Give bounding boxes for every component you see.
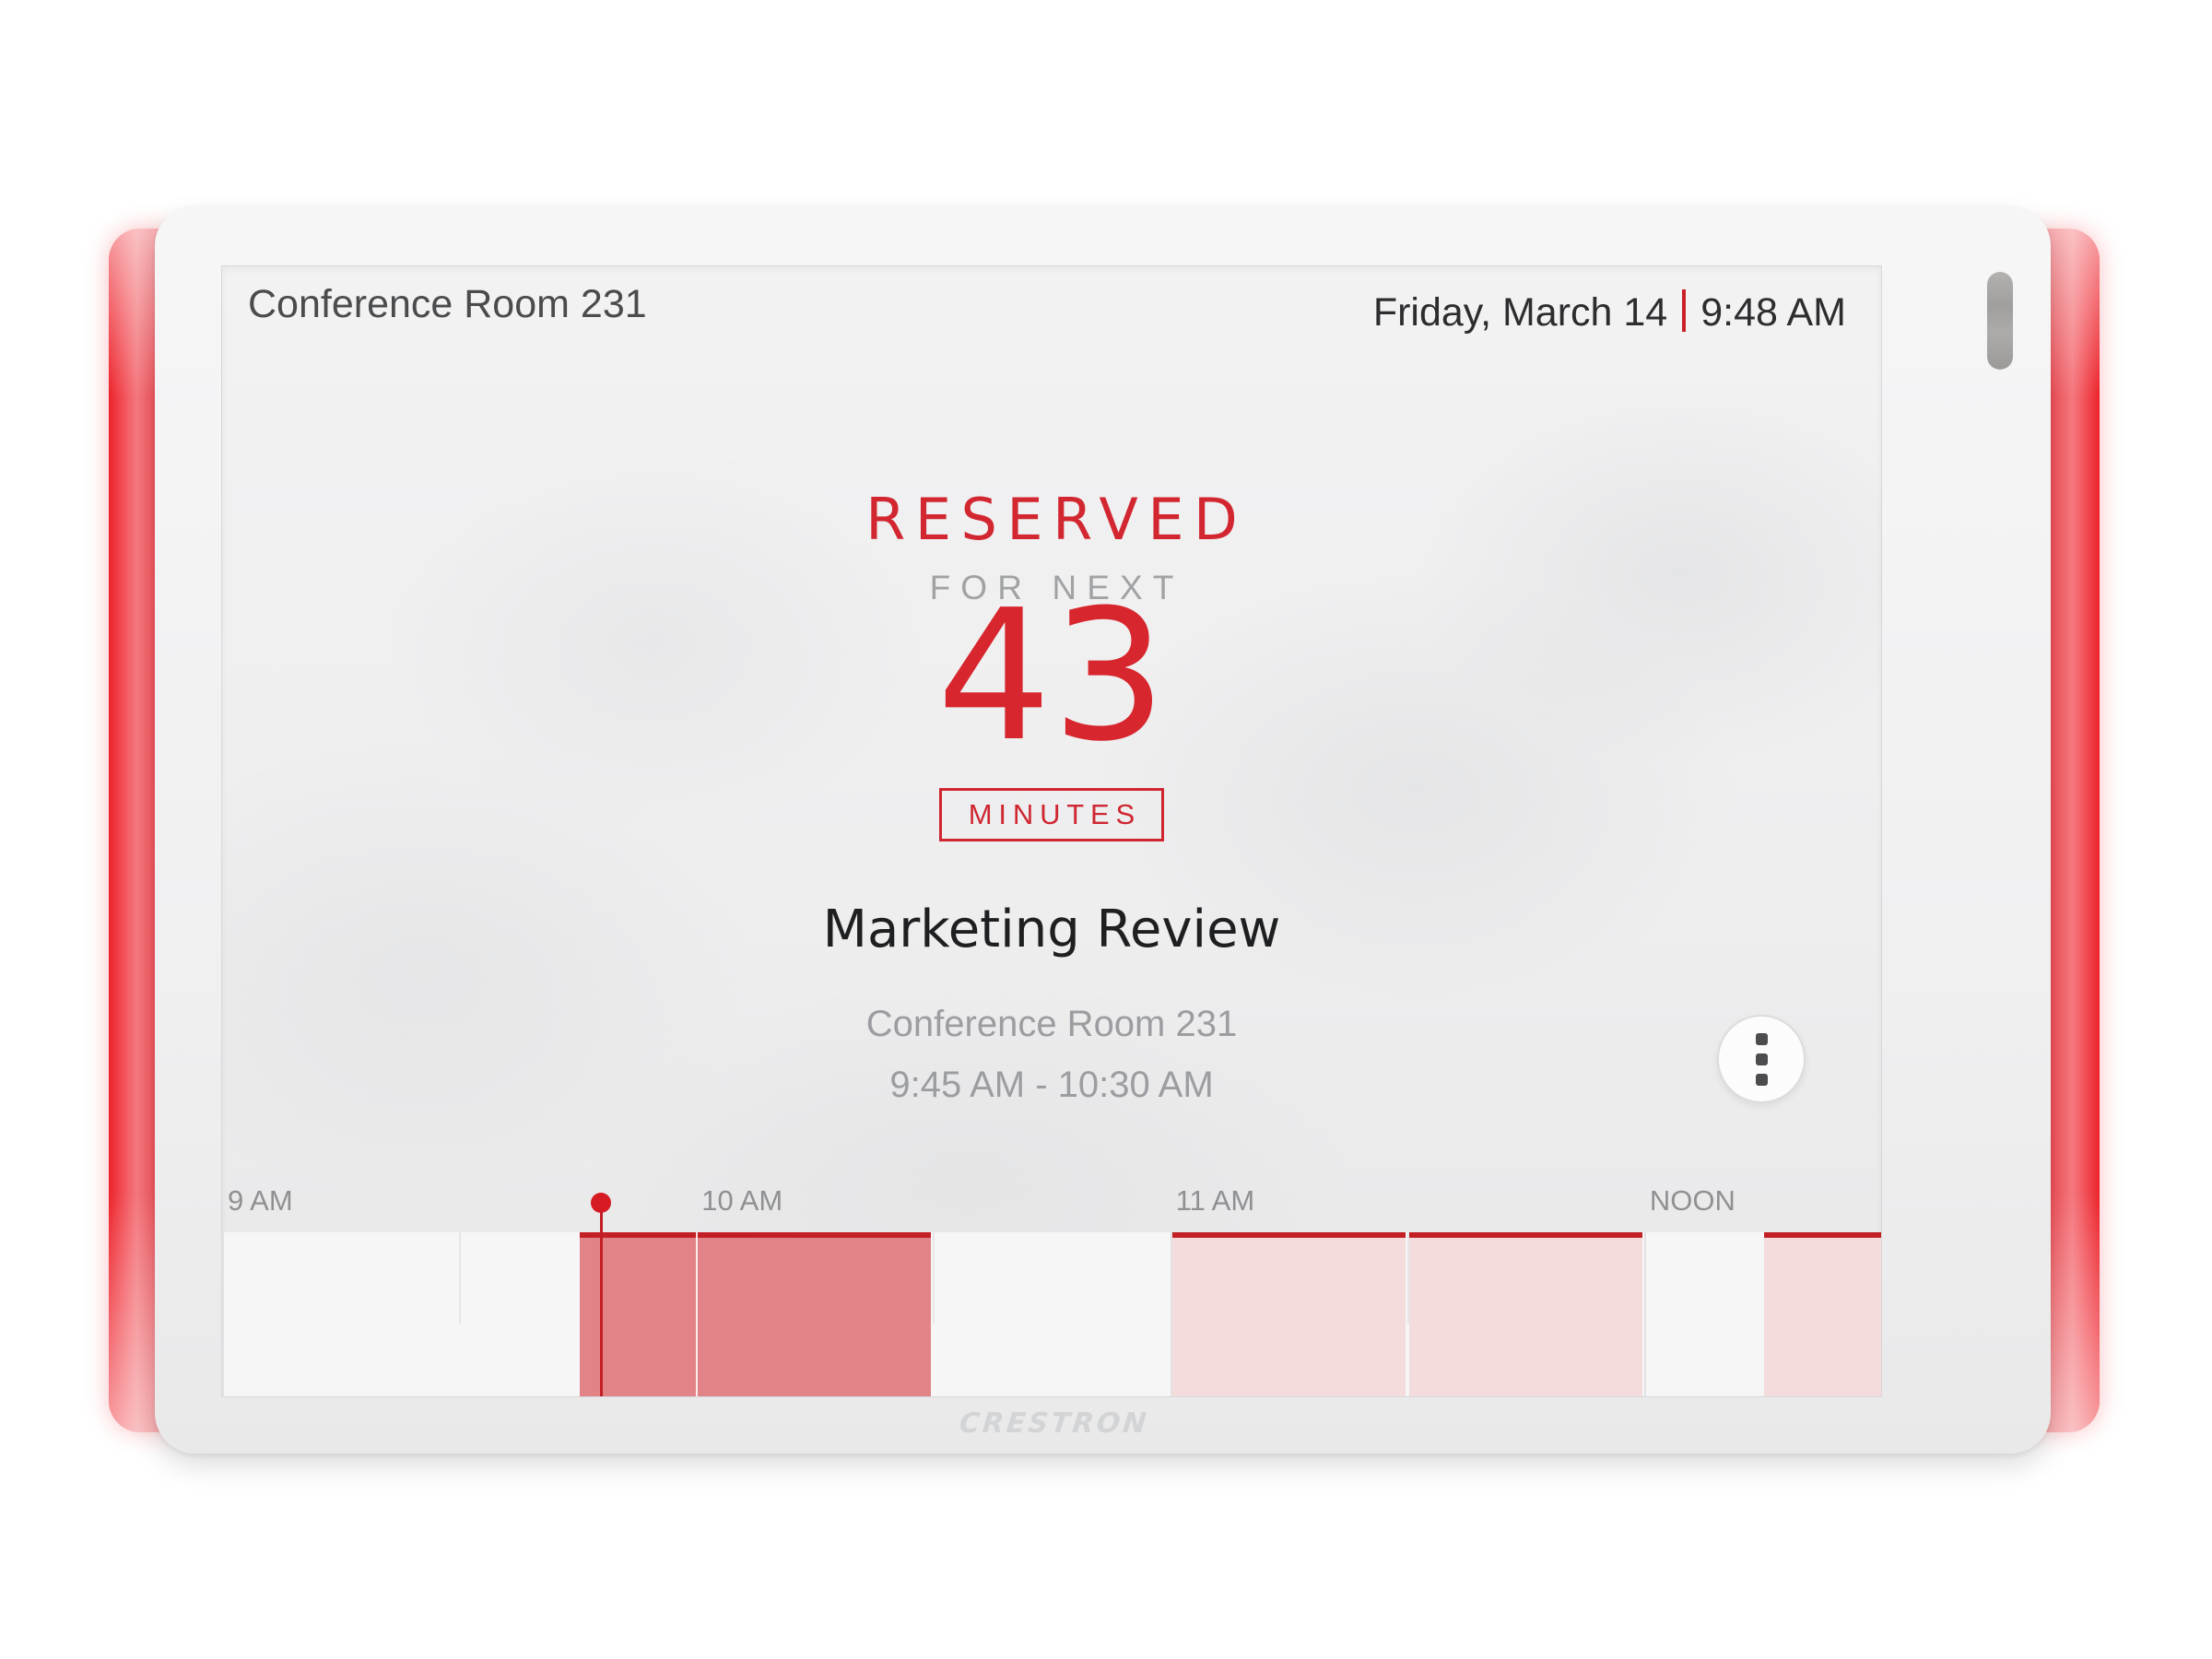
current-time-indicator	[591, 1193, 612, 1396]
meeting-title: Marketing Review	[822, 900, 1281, 959]
meeting-time-range: 9:45 AM - 10:30 AM	[889, 1065, 1214, 1105]
datetime-separator	[1682, 289, 1687, 332]
more-options-button[interactable]	[1717, 1015, 1806, 1103]
hour-gridline	[1170, 1232, 1172, 1396]
light-sensor	[1987, 272, 2013, 370]
timeline-hour-label: 9 AM	[228, 1184, 293, 1217]
timeline-event-block[interactable]	[579, 1232, 932, 1396]
current-time-line	[599, 1211, 603, 1396]
half-hour-gridline	[933, 1232, 935, 1324]
minutes-badge: MINUTES	[938, 788, 1165, 841]
kebab-menu-icon	[1755, 1053, 1768, 1065]
kebab-menu-icon	[1755, 1073, 1768, 1086]
date-label: Friday, March 14	[1372, 290, 1668, 335]
timeline-hour-labels: 9 AM 10 AM 11 AM NOON	[222, 1179, 1881, 1223]
timeline-hour-label: NOON	[1649, 1184, 1735, 1217]
room-name: Conference Room 231	[248, 282, 647, 326]
kebab-menu-icon	[1755, 1032, 1768, 1045]
half-hour-gridline	[459, 1232, 462, 1324]
countdown-unit-row: MINUTES	[222, 788, 1881, 841]
timeline-event-block[interactable]	[1408, 1232, 1642, 1396]
meeting-room: Conference Room 231	[865, 1004, 1238, 1044]
timeline-hour-label: 10 AM	[701, 1184, 783, 1217]
device-bezel: Conference Room 231 Friday, March 14 9:48…	[155, 206, 2051, 1453]
datetime: Friday, March 14 9:48 AM	[1373, 283, 1846, 335]
timeline-event-block[interactable]	[1171, 1232, 1406, 1396]
hour-gridline	[222, 1232, 224, 1396]
for-next-label: FOR NEXT	[929, 569, 1184, 606]
hour-gridline	[1643, 1232, 1646, 1396]
half-hour-gridline	[1406, 1232, 1409, 1324]
crestron-logo: CRESTRON	[958, 1407, 1151, 1440]
countdown-minutes-value: 43	[936, 571, 1167, 782]
schedule-timeline[interactable]	[222, 1232, 1881, 1396]
timeline-event-block[interactable]	[1764, 1232, 1881, 1396]
timeline-hour-label: 11 AM	[1175, 1184, 1255, 1217]
reserved-status: RESERVED	[865, 486, 1248, 553]
hour-gridline-overlay	[696, 1232, 699, 1396]
screen: Conference Room 231 Friday, March 14 9:48…	[221, 265, 1882, 1397]
current-time-dot-icon	[591, 1193, 612, 1213]
time-label: 9:48 AM	[1700, 290, 1846, 335]
